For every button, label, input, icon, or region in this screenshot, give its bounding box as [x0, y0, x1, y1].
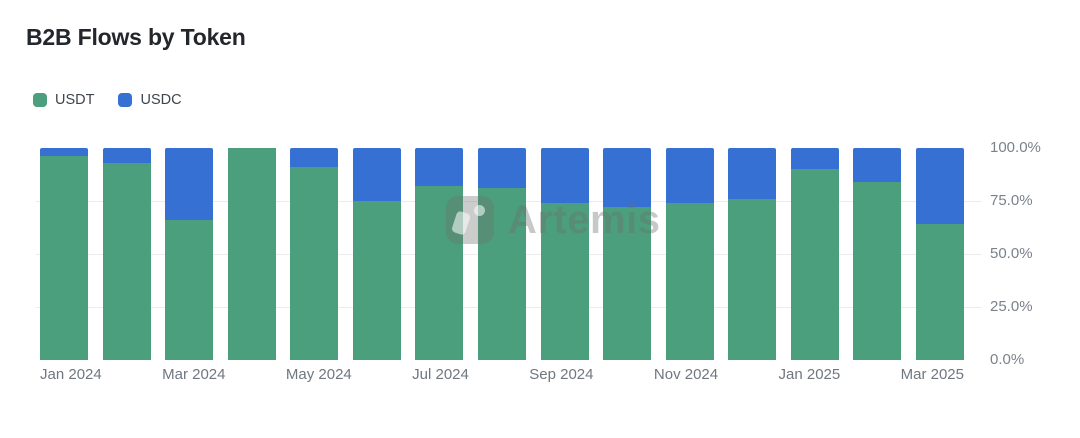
x-tick-label: Sep 2024: [529, 366, 594, 383]
segment-usdt: [915, 224, 964, 360]
segment-usdt: [540, 203, 589, 360]
segment-usdt: [603, 207, 652, 360]
segment-usdt: [290, 167, 339, 360]
segment-usdt: [728, 198, 777, 360]
bar-nov-2024[interactable]: [665, 148, 714, 360]
y-axis-labels: 100.0% 75.0% 50.0% 25.0% 0.0%: [990, 139, 1080, 368]
usdc-swatch-icon: [118, 93, 133, 107]
bar-feb-2025[interactable]: [853, 148, 902, 360]
legend: USDT USDC: [33, 92, 182, 108]
segment-usdc: [290, 148, 339, 168]
x-tick-label: [608, 366, 639, 383]
segment-usdt: [40, 156, 89, 360]
y-tick-label-25: 25.0%: [990, 298, 1033, 315]
x-tick-label: Mar 2025: [900, 366, 964, 383]
x-tick-label: [483, 366, 514, 383]
segment-usdc: [790, 148, 839, 170]
segment-usdc: [40, 148, 89, 157]
bar-mar-2025[interactable]: [915, 148, 964, 360]
bar-apr-2024[interactable]: [227, 148, 276, 360]
plot-area: Artemis: [36, 148, 982, 360]
segment-usdt: [477, 188, 526, 360]
segment-usdc: [728, 148, 777, 199]
x-tick-label: [116, 366, 147, 383]
segment-usdc: [603, 148, 652, 208]
x-axis-labels: Jan 2024 Mar 2024 May 2024 Jul 2024 Sep 2024…: [40, 366, 964, 383]
segment-usdt: [665, 203, 714, 360]
segment-usdc: [165, 148, 214, 221]
segment-usdc: [102, 148, 151, 163]
usdt-swatch-icon: [33, 93, 47, 107]
segment-usdc: [352, 148, 401, 201]
x-tick-label: Jul 2024: [412, 366, 469, 383]
legend-label-usdc: USDC: [140, 92, 182, 108]
legend-label-usdt: USDT: [55, 92, 95, 108]
bar-jan-2025[interactable]: [790, 148, 839, 360]
x-tick-label: [240, 366, 271, 383]
bar-sep-2024[interactable]: [540, 148, 589, 360]
legend-item-usdc[interactable]: USDC: [118, 92, 182, 108]
bar-aug-2024[interactable]: [477, 148, 526, 360]
bar-jun-2024[interactable]: [352, 148, 401, 360]
segment-usdc: [540, 148, 589, 204]
segment-usdt: [415, 186, 464, 360]
segment-usdc: [665, 148, 714, 204]
y-tick-label-50: 50.0%: [990, 245, 1033, 262]
segment-usdc: [477, 148, 526, 189]
segment-usdc: [915, 148, 964, 225]
bar-jan-2024[interactable]: [40, 148, 89, 360]
bar-dec-2024[interactable]: [728, 148, 777, 360]
bars-container: [40, 148, 964, 360]
x-tick-label: [733, 366, 764, 383]
x-tick-label: Nov 2024: [653, 366, 719, 383]
segment-usdt: [165, 220, 214, 360]
segment-usdt: [352, 201, 401, 360]
segment-usdt: [853, 181, 902, 360]
x-tick-label: [366, 366, 397, 383]
segment-usdc: [415, 148, 464, 187]
y-tick-label-0: 0.0%: [990, 351, 1025, 368]
legend-item-usdt[interactable]: USDT: [33, 92, 94, 108]
x-tick-label: May 2024: [285, 366, 352, 383]
bar-mar-2024[interactable]: [165, 148, 214, 360]
x-tick-label: [855, 366, 886, 383]
bar-may-2024[interactable]: [290, 148, 339, 360]
x-tick-label: Jan 2025: [778, 366, 841, 383]
segment-usdt: [102, 162, 151, 360]
bar-oct-2024[interactable]: [603, 148, 652, 360]
y-tick-label-100: 100.0%: [990, 139, 1041, 156]
x-tick-label: Jan 2024: [40, 366, 102, 383]
segment-usdt: [790, 169, 839, 360]
bar-jul-2024[interactable]: [415, 148, 464, 360]
bar-feb-2024[interactable]: [102, 148, 151, 360]
segment-usdc: [853, 148, 902, 182]
chart-title: B2B Flows by Token: [26, 24, 246, 50]
y-tick-label-75: 75.0%: [990, 192, 1033, 209]
x-tick-label: Mar 2024: [162, 366, 226, 383]
segment-usdt: [227, 148, 276, 360]
